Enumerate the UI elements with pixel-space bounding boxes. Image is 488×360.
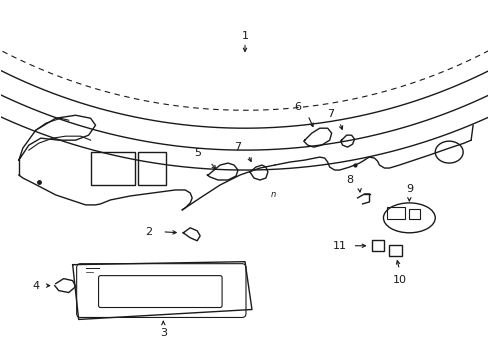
Text: 3: 3 <box>160 328 166 338</box>
Text: 9: 9 <box>405 184 412 194</box>
Text: n: n <box>270 190 275 199</box>
Text: 10: 10 <box>391 275 406 285</box>
Text: 7: 7 <box>326 109 333 119</box>
Text: 2: 2 <box>144 227 152 237</box>
Text: 4: 4 <box>32 280 40 291</box>
Text: 11: 11 <box>332 241 346 251</box>
Text: 5: 5 <box>194 148 201 158</box>
Text: 7: 7 <box>234 142 241 152</box>
Text: 1: 1 <box>241 31 248 41</box>
Text: 6: 6 <box>294 102 301 112</box>
Text: 8: 8 <box>346 175 352 185</box>
